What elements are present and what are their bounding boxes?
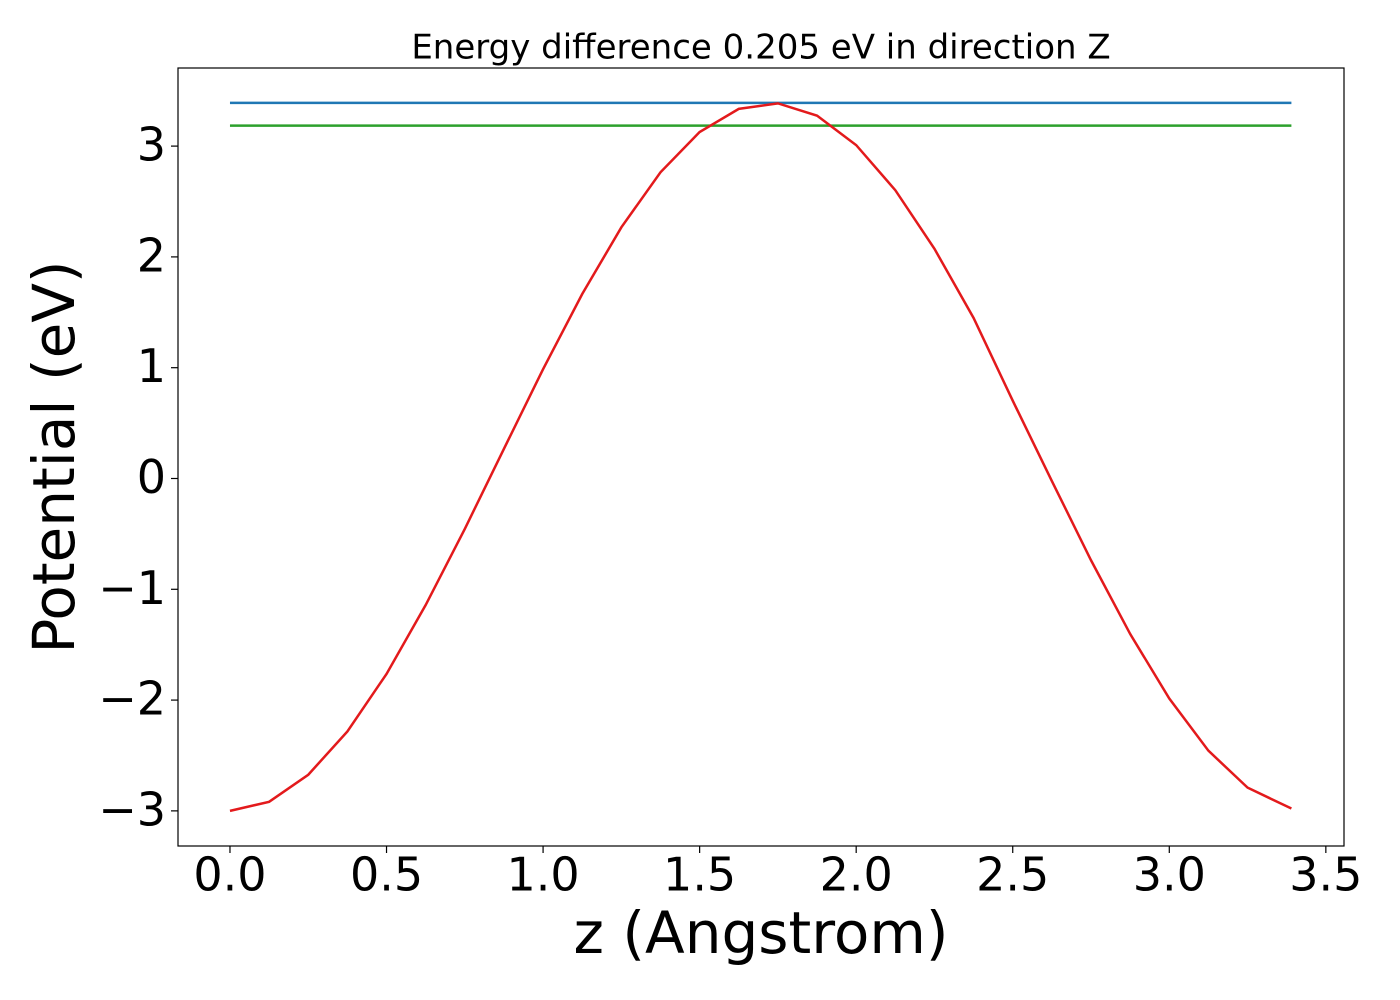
- x-tick-label: 1.0: [507, 848, 580, 902]
- x-tick-label: 3.5: [1289, 848, 1362, 902]
- data-line: [229, 102, 1292, 813]
- x-tick-label: 3.0: [1133, 848, 1206, 902]
- y-axis-label: Potential (eV): [20, 260, 88, 653]
- x-tick-label: 0.0: [193, 848, 266, 902]
- x-tick-label: 1.5: [663, 848, 736, 902]
- y-tick-label: −3: [98, 782, 166, 836]
- x-axis-label: z (Angstrom): [574, 899, 949, 967]
- y-tick-label: −1: [98, 561, 166, 615]
- y-tick-label: 0: [137, 450, 166, 504]
- y-tick-label: −2: [98, 672, 166, 726]
- chart-title: Energy difference 0.205 eV in direction …: [411, 28, 1110, 68]
- y-tick-label: 3: [137, 118, 166, 172]
- x-tick-label: 2.5: [976, 848, 1049, 902]
- y-tick-label: 1: [137, 339, 166, 393]
- x-tick-label: 2.0: [820, 848, 893, 902]
- x-tick-label: 0.5: [350, 848, 423, 902]
- y-tick-label: 2: [137, 228, 166, 282]
- plot-frame: [177, 67, 1345, 847]
